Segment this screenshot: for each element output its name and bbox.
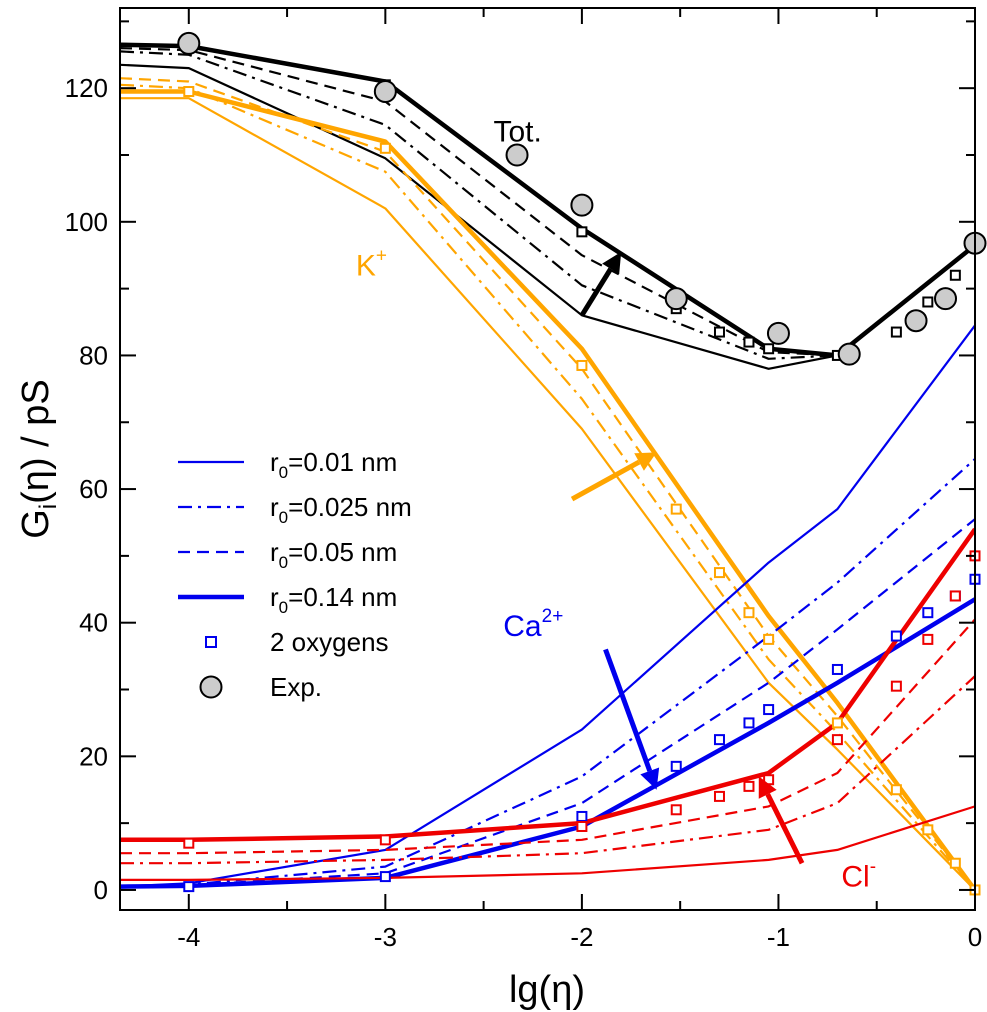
legend: r0=0.01 nm r0=0.025 nm r0=0.05 nm r0=0.14 n… <box>178 447 412 702</box>
square-marker-tot <box>949 269 961 281</box>
x-tick-label: -4 <box>177 922 200 952</box>
square-marker-ca <box>183 881 195 893</box>
square-marker-cl <box>670 804 682 816</box>
exp-marker <box>766 321 790 345</box>
arrow-head-cl <box>758 776 777 799</box>
x-tick-label: 0 <box>968 922 982 952</box>
y-tick-label: 40 <box>79 608 108 638</box>
legend-label: r0=0.01 nm <box>270 447 397 482</box>
exp-marker <box>837 342 861 366</box>
series-line-cl-14 <box>120 618 975 855</box>
arrow-head-k <box>634 452 657 471</box>
square-marker-cl <box>576 820 588 832</box>
legend-label: r0=0.05 nm <box>270 537 397 572</box>
square-marker-k <box>890 784 902 796</box>
y-tick-label: 20 <box>79 741 108 771</box>
x-tick-label: -3 <box>374 922 397 952</box>
series-line-k-7 <box>120 89 975 892</box>
axis-ticks: -4 -3 -2 -1 0 0 20 40 60 80 100 120 <box>65 8 982 952</box>
square-marker-cl <box>922 633 934 645</box>
legend-label: r0=0.14 nm <box>270 582 397 617</box>
square-marker-tot <box>763 343 775 355</box>
annotation-tot: Tot. <box>493 116 541 149</box>
arrow-cl <box>765 793 805 865</box>
annotation-ca: Ca2+ <box>503 606 563 643</box>
plot-lines <box>120 42 975 892</box>
square-marker-ca <box>379 871 391 883</box>
y-label-sub: i <box>35 504 62 509</box>
x-tick-label: -2 <box>570 922 593 952</box>
series-line-tot-0 <box>120 63 975 370</box>
exp-marker <box>505 143 529 167</box>
square-marker-ca <box>670 760 682 772</box>
square-marker-cl <box>831 734 843 746</box>
square-marker-k <box>831 717 843 729</box>
square-marker-ca <box>831 663 843 675</box>
square-marker-k <box>183 86 195 98</box>
arrow-head-ca <box>640 767 660 790</box>
exp-marker <box>177 31 201 55</box>
square-marker-k <box>713 567 725 579</box>
annotation-k: K+ <box>356 245 387 282</box>
exp-marker <box>664 287 688 311</box>
square-marker-ca <box>743 717 755 729</box>
square-marker-k <box>576 359 588 371</box>
x-tick-label: -1 <box>767 922 790 952</box>
y-tick-label: 120 <box>65 73 108 103</box>
square-marker-ca <box>890 630 902 642</box>
square-marker-k <box>763 633 775 645</box>
arrow-tot <box>579 267 613 317</box>
square-marker-tot <box>576 226 588 238</box>
square-marker-cl <box>949 590 961 602</box>
square-marker-k <box>743 607 755 619</box>
square-marker-cl <box>379 834 391 846</box>
exp-marker <box>373 80 397 104</box>
square-marker-ca <box>763 704 775 716</box>
y-label-rest: (η) / pS <box>15 379 57 504</box>
series-line-k-4 <box>120 97 975 891</box>
y-label-base: G <box>15 509 57 539</box>
square-marker-k <box>379 142 391 154</box>
legend-label: 2 oxygens <box>270 627 389 657</box>
square-marker-cl <box>743 780 755 792</box>
plot-arrows <box>570 251 805 865</box>
series-line-cl-13 <box>120 675 975 865</box>
legend-marker-circle <box>199 675 223 699</box>
exp-marker <box>904 309 928 333</box>
series-line-cl-12 <box>120 805 975 882</box>
arrow-head-tot <box>602 251 622 275</box>
y-tick-label: 60 <box>79 474 108 504</box>
exp-marker <box>934 287 958 311</box>
arrow-ca <box>603 648 653 772</box>
exp-marker <box>570 193 594 217</box>
arrow-k <box>570 459 641 502</box>
y-tick-label: 80 <box>79 340 108 370</box>
annotations: Tot. K+ Ca2+ Cl- <box>356 116 876 894</box>
square-marker-tot <box>713 326 725 338</box>
square-marker-tot <box>922 296 934 308</box>
square-marker-tot <box>743 336 755 348</box>
square-marker-ca <box>713 734 725 746</box>
square-marker-k <box>922 824 934 836</box>
square-marker-ca <box>576 810 588 822</box>
legend-label: Exp. <box>270 672 322 702</box>
series-line-ca-9 <box>120 458 975 888</box>
square-marker-k <box>949 857 961 869</box>
square-marker-cl <box>890 680 902 692</box>
square-marker-tot <box>890 326 902 338</box>
square-marker-cl <box>713 790 725 802</box>
legend-label: r0=0.025 nm <box>270 492 412 527</box>
square-marker-ca <box>922 607 934 619</box>
y-tick-label: 0 <box>94 875 108 905</box>
series-line-tot-3 <box>120 42 975 358</box>
legend-marker-square <box>205 636 217 648</box>
plot-frame <box>119 7 976 911</box>
y-tick-label: 100 <box>65 207 108 237</box>
y-axis-label: Gi(η) / pS <box>15 379 62 539</box>
annotation-cl: Cl- <box>841 857 876 894</box>
square-marker-k <box>670 503 682 515</box>
square-marker-cl <box>183 837 195 849</box>
x-axis-label: lg(η) <box>509 969 585 1011</box>
